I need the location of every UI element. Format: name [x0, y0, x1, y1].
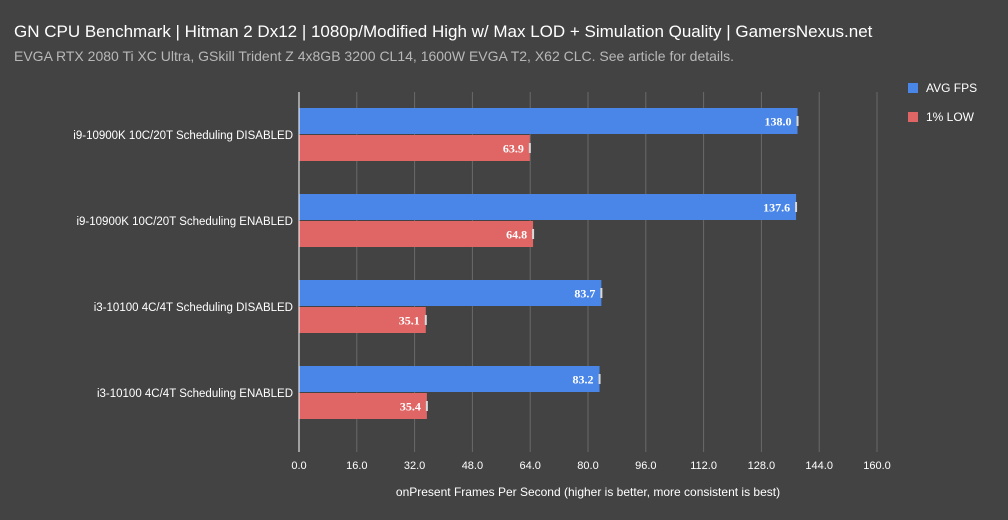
data-label: 35.4 [400, 400, 421, 414]
data-label: 138.0 [765, 115, 792, 129]
bar [299, 108, 798, 134]
x-tick-label: 32.0 [404, 460, 425, 472]
legend-swatch-1pct-low [908, 112, 918, 122]
x-tick-label: 80.0 [577, 460, 598, 472]
x-tick-label: 128.0 [748, 460, 776, 472]
legend-label-avg-fps: AVG FPS [926, 81, 978, 95]
category-label: i3-10100 4C/4T Scheduling ENABLED [97, 388, 293, 400]
bar [299, 280, 602, 306]
category-label: i9-10900K 10C/20T Scheduling DISABLED [73, 130, 293, 142]
chart-subtitle: EVGA RTX 2080 Ti XC Ultra, GSkill Triden… [14, 48, 735, 64]
x-tick-label: 0.0 [291, 460, 306, 472]
data-label: 35.1 [399, 314, 420, 328]
data-label: 63.9 [503, 142, 524, 156]
x-tick-label: 144.0 [805, 460, 833, 472]
data-label: 83.2 [573, 373, 594, 387]
bar [299, 194, 797, 220]
legend-swatch-avg-fps [908, 83, 918, 93]
x-tick-label: 96.0 [635, 460, 656, 472]
data-label: 137.6 [763, 201, 790, 215]
legend-item-1pct-low: 1% LOW [908, 108, 977, 126]
x-tick-label: 160.0 [863, 460, 891, 472]
x-tick-label: 112.0 [690, 460, 717, 472]
bar [299, 221, 534, 247]
legend: AVG FPS 1% LOW [908, 79, 977, 137]
bar [299, 393, 427, 419]
data-label: 83.7 [574, 287, 595, 301]
category-label: i9-10900K 10C/20T Scheduling ENABLED [76, 216, 293, 228]
x-tick-label: 48.0 [462, 460, 483, 472]
legend-item-avg-fps: AVG FPS [908, 79, 977, 97]
x-tick-label: 64.0 [519, 460, 540, 472]
x-tick-label: 16.0 [346, 460, 367, 472]
bar [299, 135, 530, 161]
bar [299, 366, 600, 392]
x-axis-label: onPresent Frames Per Second (higher is b… [395, 485, 781, 499]
bar [299, 307, 426, 333]
chart-title: GN CPU Benchmark | Hitman 2 Dx12 | 1080p… [14, 22, 873, 41]
legend-label-1pct-low: 1% LOW [926, 110, 975, 124]
data-label: 64.8 [506, 228, 527, 242]
category-label: i3-10100 4C/4T Scheduling DISABLED [94, 302, 293, 314]
